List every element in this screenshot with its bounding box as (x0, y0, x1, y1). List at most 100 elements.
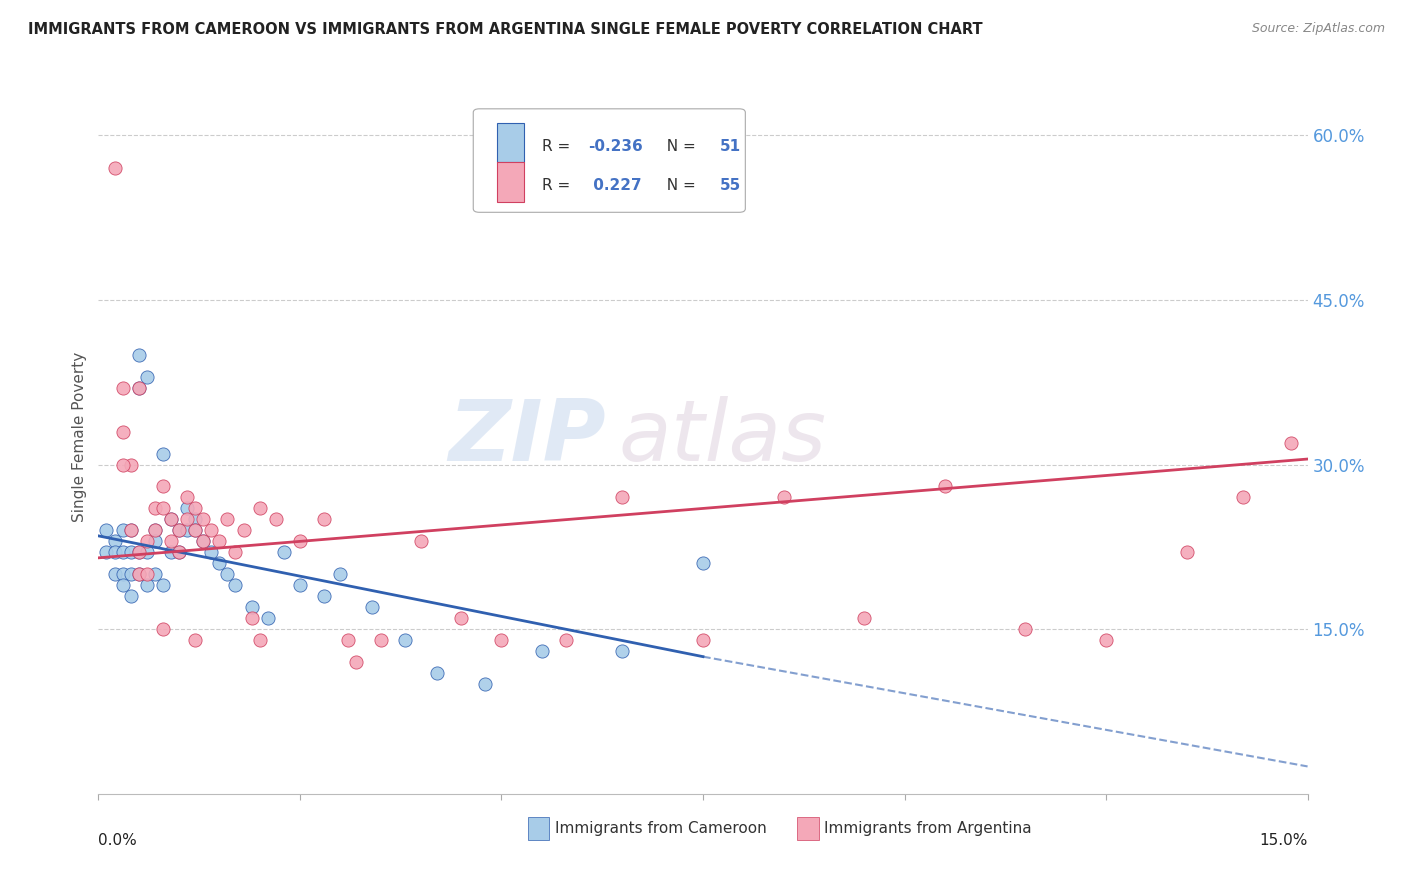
Point (120, 567, 142, 582)
Point (370, 633, 392, 648)
Point (176, 524, 198, 538)
FancyBboxPatch shape (498, 123, 524, 162)
Point (337, 633, 360, 648)
Point (193, 534, 215, 549)
Point (111, 425, 134, 439)
Point (184, 524, 207, 538)
Point (426, 666, 449, 681)
Point (128, 545, 150, 559)
Point (111, 381, 134, 395)
Text: ZIP: ZIP (449, 395, 606, 479)
Point (224, 578, 246, 592)
Text: 55: 55 (720, 178, 741, 194)
Point (200, 545, 222, 559)
Point (120, 524, 142, 538)
Point (96, 545, 118, 559)
Point (232, 524, 254, 538)
Point (143, 567, 166, 582)
Point (692, 557, 714, 571)
Point (853, 611, 876, 625)
Text: N =: N = (657, 139, 700, 154)
Point (184, 512, 207, 526)
Point (111, 524, 134, 538)
Point (208, 534, 231, 549)
Point (103, 567, 125, 582)
Point (111, 458, 134, 472)
Point (612, 644, 634, 658)
Point (135, 578, 157, 592)
Point (1014, 622, 1036, 636)
Point (128, 381, 150, 395)
Point (1095, 633, 1118, 648)
Point (128, 348, 150, 362)
Y-axis label: Single Female Poverty: Single Female Poverty (72, 352, 87, 522)
FancyBboxPatch shape (527, 817, 550, 840)
Text: 15.0%: 15.0% (1260, 833, 1308, 848)
Point (152, 479, 174, 493)
Point (120, 458, 142, 472)
Point (491, 633, 513, 648)
Point (530, 644, 553, 658)
Point (111, 578, 134, 592)
Point (361, 600, 384, 615)
Point (128, 567, 150, 582)
Point (160, 512, 183, 526)
Point (217, 567, 239, 582)
Point (612, 491, 634, 505)
Point (692, 633, 714, 648)
Point (120, 589, 142, 603)
Point (394, 633, 416, 648)
Point (224, 545, 246, 559)
Point (160, 534, 183, 549)
Point (240, 611, 263, 625)
Point (128, 567, 150, 582)
Point (135, 369, 157, 384)
Point (409, 534, 432, 549)
Point (167, 545, 190, 559)
Point (176, 512, 198, 526)
Point (135, 567, 157, 582)
Point (152, 622, 174, 636)
Point (143, 524, 166, 538)
FancyBboxPatch shape (474, 109, 745, 212)
Point (152, 501, 174, 516)
Text: Immigrants from Cameroon: Immigrants from Cameroon (555, 822, 768, 837)
Point (167, 524, 190, 538)
Point (167, 545, 190, 559)
Point (208, 557, 231, 571)
Point (143, 534, 166, 549)
Text: 51: 51 (720, 139, 741, 154)
Text: R =: R = (543, 139, 575, 154)
Point (1281, 435, 1303, 450)
Point (96, 524, 118, 538)
Point (314, 589, 336, 603)
Text: Immigrants from Argentina: Immigrants from Argentina (824, 822, 1032, 837)
Point (120, 545, 142, 559)
Point (143, 501, 166, 516)
Point (200, 524, 222, 538)
Point (135, 534, 157, 549)
Point (273, 545, 295, 559)
Point (176, 491, 198, 505)
Point (184, 501, 207, 516)
Point (111, 545, 134, 559)
Point (772, 491, 794, 505)
Point (1175, 545, 1198, 559)
Point (934, 479, 956, 493)
FancyBboxPatch shape (797, 817, 820, 840)
Point (111, 567, 134, 582)
FancyBboxPatch shape (498, 162, 524, 202)
Text: Source: ZipAtlas.com: Source: ZipAtlas.com (1251, 22, 1385, 36)
Point (176, 501, 198, 516)
Point (555, 633, 578, 648)
Point (152, 578, 174, 592)
Point (288, 534, 311, 549)
Point (128, 545, 150, 559)
Point (128, 381, 150, 395)
Point (240, 600, 263, 615)
Point (160, 512, 183, 526)
Point (143, 524, 166, 538)
Point (256, 611, 278, 625)
Point (160, 545, 183, 559)
Text: 0.227: 0.227 (588, 178, 641, 194)
